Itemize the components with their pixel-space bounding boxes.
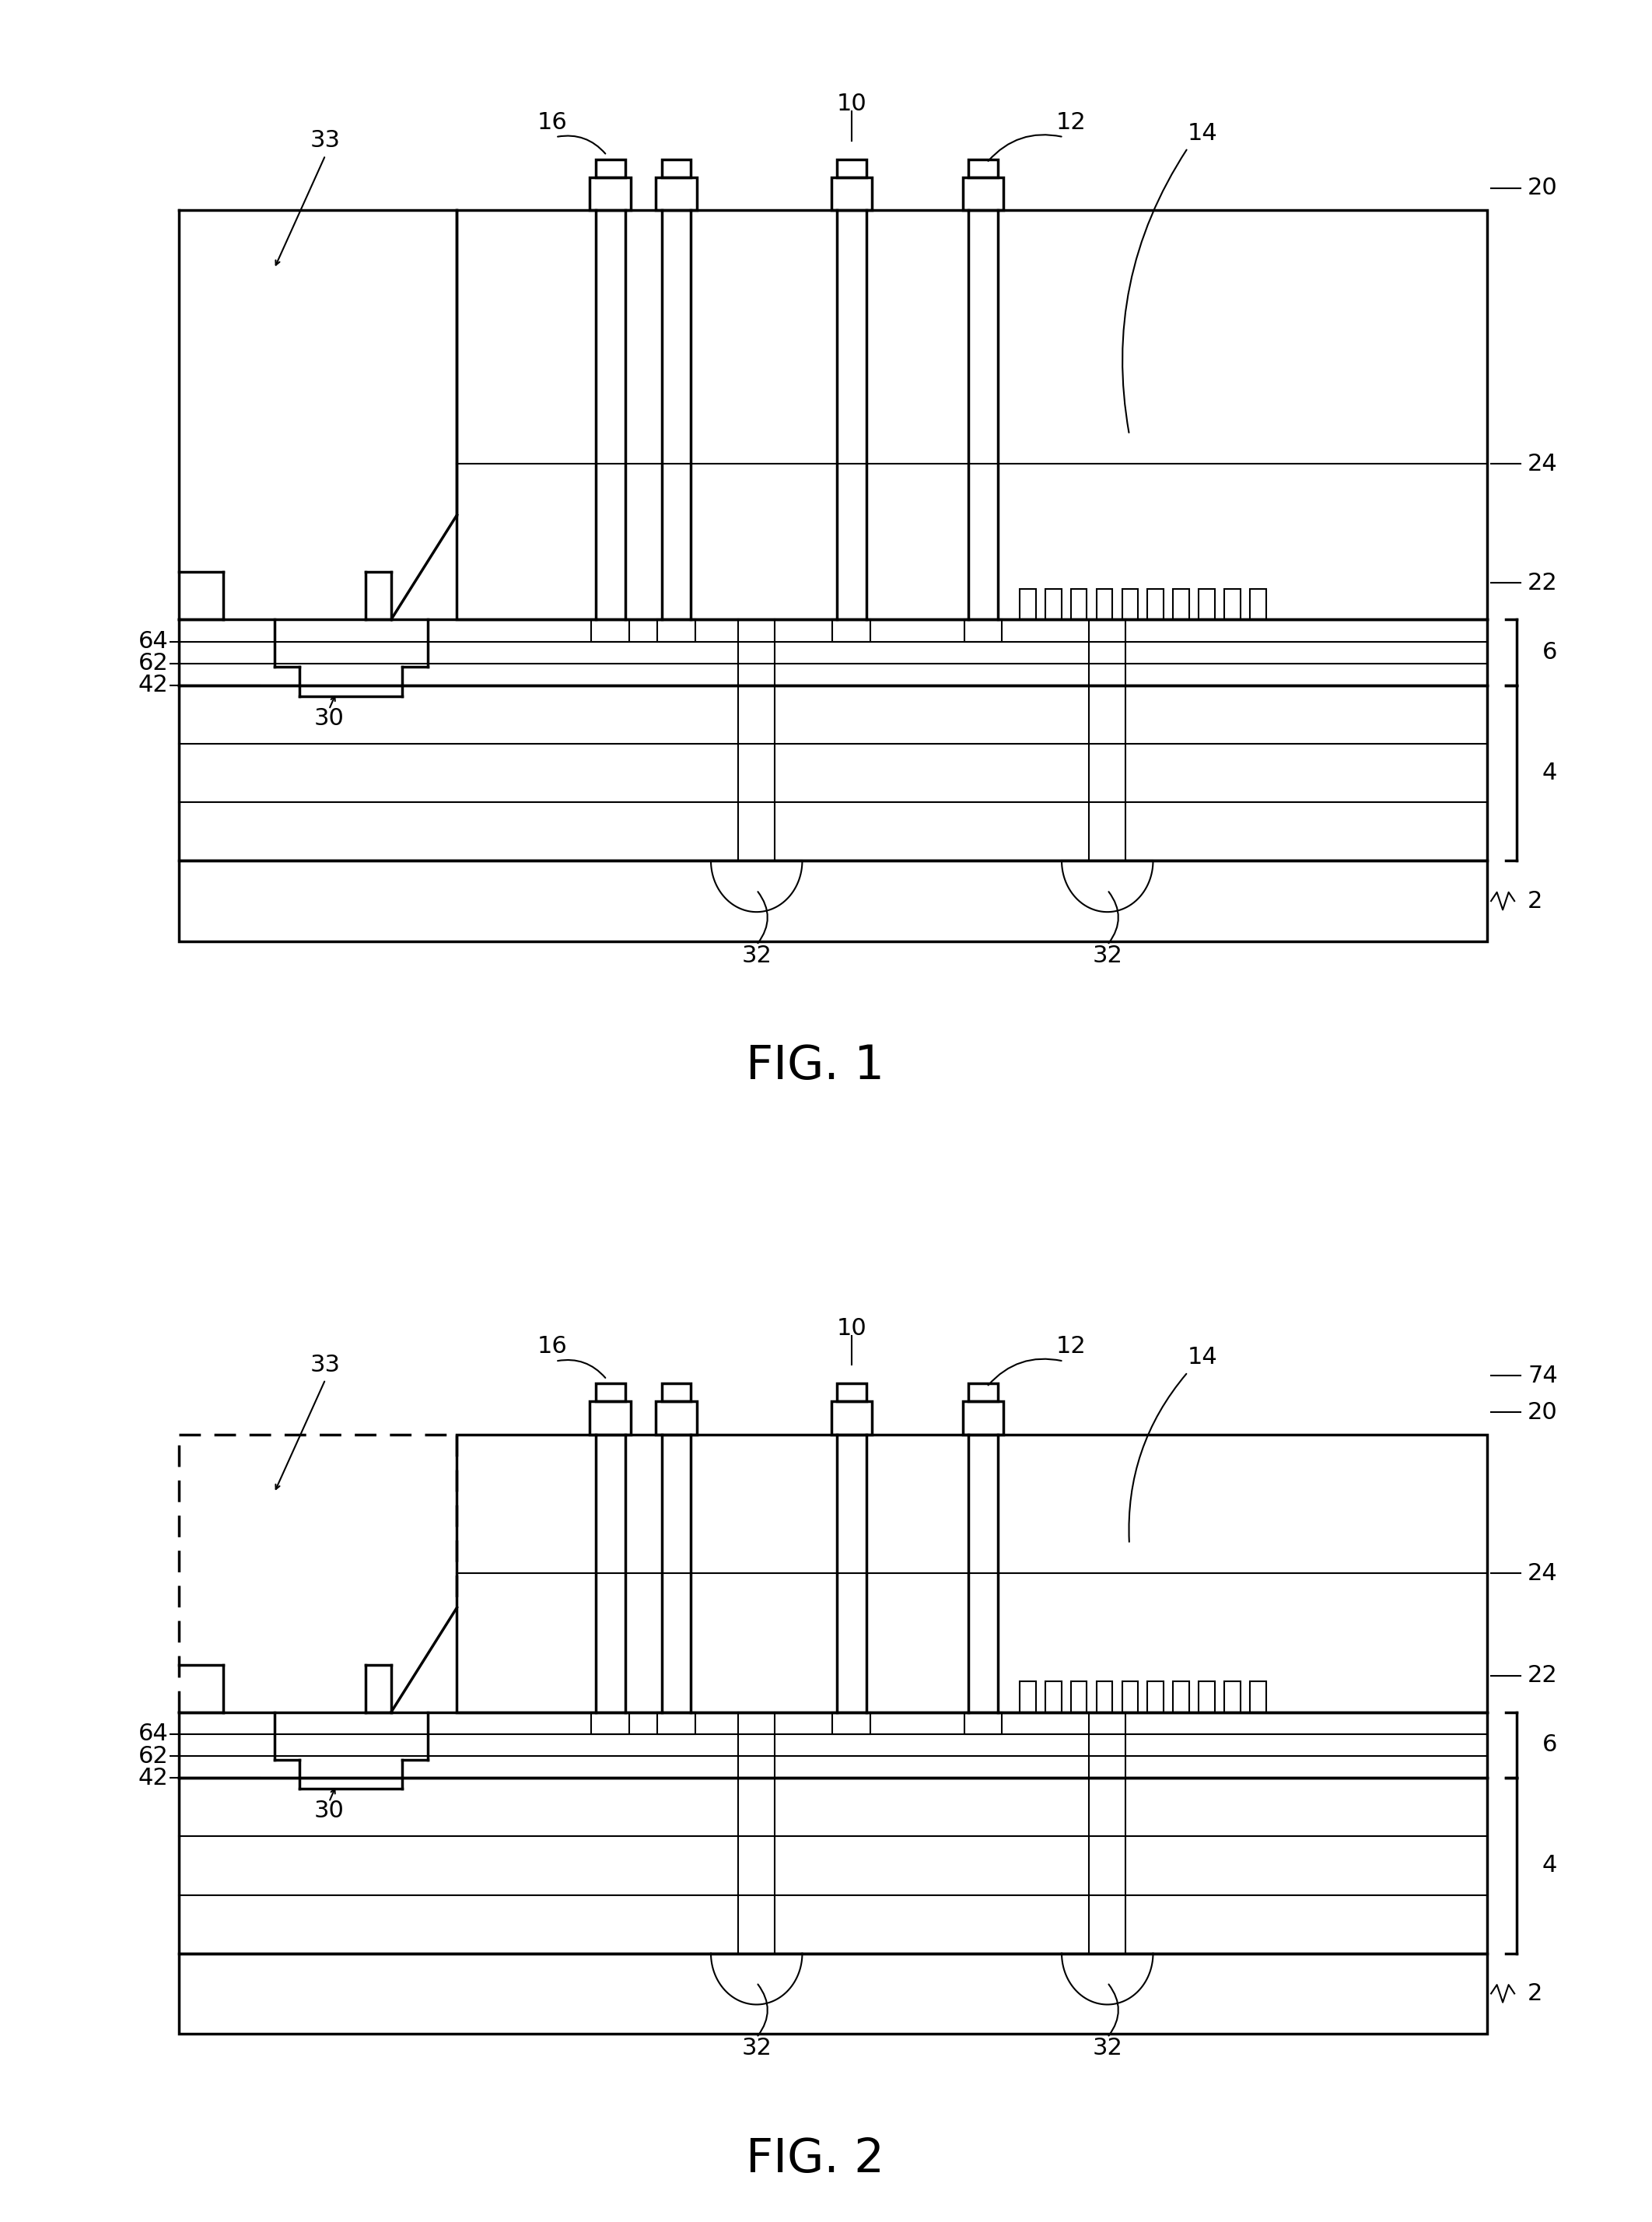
Text: 32: 32 — [742, 2038, 771, 2060]
Bar — [458, 211, 1487, 620]
Bar — [963, 1402, 1004, 1435]
Bar — [1251, 1682, 1265, 1713]
Bar — [1070, 589, 1087, 620]
Text: 30: 30 — [314, 1800, 344, 1822]
Text: 12: 12 — [1056, 111, 1085, 133]
Bar — [1046, 1682, 1061, 1713]
Bar — [178, 1778, 1487, 1953]
Bar — [1070, 1682, 1087, 1713]
Text: 30: 30 — [314, 707, 344, 729]
Text: 4: 4 — [1543, 1855, 1558, 1878]
Bar — [831, 1402, 872, 1435]
Text: 62: 62 — [139, 1744, 169, 1766]
Text: FIG. 2: FIG. 2 — [745, 2135, 884, 2182]
Text: 22: 22 — [1528, 571, 1558, 593]
Text: 14: 14 — [1188, 122, 1218, 144]
Text: 32: 32 — [1092, 944, 1122, 967]
Bar — [1224, 1682, 1241, 1713]
Bar — [591, 1713, 629, 1733]
Bar — [1173, 1682, 1189, 1713]
Text: 6: 6 — [1543, 1733, 1558, 1755]
Text: 33: 33 — [311, 1353, 340, 1375]
Text: 20: 20 — [1528, 1402, 1558, 1424]
Text: 4: 4 — [1543, 762, 1558, 784]
Bar — [596, 160, 624, 178]
Bar — [178, 860, 1487, 942]
Bar — [1148, 1682, 1163, 1713]
Text: 12: 12 — [1056, 1335, 1085, 1358]
Text: FIG. 1: FIG. 1 — [745, 1044, 884, 1089]
Bar — [968, 1384, 998, 1402]
Bar — [1199, 589, 1214, 620]
Bar — [591, 620, 629, 642]
Bar — [833, 620, 871, 642]
Text: 22: 22 — [1528, 1664, 1558, 1686]
Bar — [838, 160, 866, 178]
Text: 2: 2 — [1528, 889, 1543, 913]
Bar — [968, 160, 998, 178]
Text: 74: 74 — [1528, 1364, 1558, 1387]
Bar — [1199, 1682, 1214, 1713]
Bar — [1046, 589, 1061, 620]
Bar — [1224, 589, 1241, 620]
Bar — [661, 160, 691, 178]
Text: 16: 16 — [537, 1335, 567, 1358]
Bar — [458, 1435, 1487, 1713]
Text: 24: 24 — [1528, 1562, 1558, 1584]
Text: 42: 42 — [139, 1766, 169, 1789]
Bar — [1122, 1682, 1138, 1713]
Text: 64: 64 — [139, 631, 169, 653]
Text: 32: 32 — [742, 944, 771, 967]
Text: 62: 62 — [139, 651, 169, 675]
Text: 33: 33 — [311, 129, 340, 151]
Bar — [1251, 589, 1265, 620]
Bar — [965, 620, 1003, 642]
Text: 10: 10 — [836, 1318, 867, 1340]
Text: 42: 42 — [139, 673, 169, 698]
Text: 64: 64 — [139, 1722, 169, 1744]
Text: 20: 20 — [1528, 178, 1558, 200]
Text: 32: 32 — [1092, 2038, 1122, 2060]
Bar — [1019, 1682, 1036, 1713]
Bar — [833, 1713, 871, 1733]
Bar — [590, 1402, 631, 1435]
Bar — [963, 178, 1004, 211]
Bar — [965, 1713, 1003, 1733]
Bar — [590, 178, 631, 211]
Text: 24: 24 — [1528, 453, 1558, 476]
Bar — [1173, 589, 1189, 620]
Bar — [657, 620, 695, 642]
Text: 6: 6 — [1543, 642, 1558, 664]
Bar — [178, 684, 1487, 860]
Bar — [838, 1384, 866, 1402]
Text: 16: 16 — [537, 111, 567, 133]
Bar — [656, 1402, 697, 1435]
Bar — [178, 1953, 1487, 2033]
Text: 14: 14 — [1188, 1347, 1218, 1369]
Bar — [656, 178, 697, 211]
Bar — [1019, 589, 1036, 620]
Bar — [831, 178, 872, 211]
Bar — [1122, 589, 1138, 620]
Bar — [1148, 589, 1163, 620]
Bar — [1097, 1682, 1112, 1713]
Bar — [1097, 589, 1112, 620]
Text: 2: 2 — [1528, 1982, 1543, 2004]
Bar — [657, 1713, 695, 1733]
Text: 10: 10 — [836, 93, 867, 116]
Bar — [596, 1384, 624, 1402]
Bar — [661, 1384, 691, 1402]
